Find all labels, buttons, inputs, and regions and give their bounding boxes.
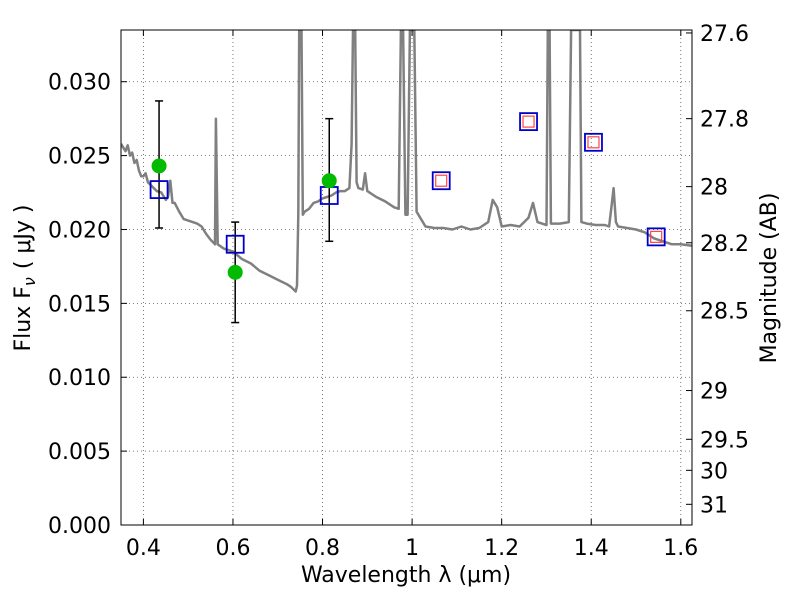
tick-layer: 0.4 0.6 0.8 1 1.2 1.4 1.6 0.000 0.005 0.010 0.015 0…: [48, 22, 749, 561]
model-square: [584, 132, 603, 152]
right-tick-label: 29: [700, 380, 728, 405]
right-tick-label: 31: [700, 493, 728, 518]
model-square: [646, 227, 666, 247]
right-tick-label: 27.6: [700, 22, 749, 47]
y-tick-label: 0.020: [48, 218, 111, 243]
right-tick-label: 27.8: [700, 108, 749, 133]
predicted-square: [587, 136, 600, 149]
x-tick-label: 0.4: [126, 536, 161, 561]
right-tick-label: 28.2: [700, 232, 749, 257]
predicted-square: [435, 174, 448, 187]
model-square: [519, 112, 538, 132]
x-tick-label: 0.8: [305, 536, 340, 561]
model-square: [149, 180, 169, 199]
predicted-square: [522, 115, 535, 128]
x-tick-label: 1.2: [484, 536, 519, 561]
right-tick-label: 29.5: [700, 428, 749, 453]
y-axis-label-left: Flux Fν ( μJy ): [11, 205, 39, 352]
predicted-square: [650, 230, 663, 243]
y-tick-label: 0.025: [48, 145, 111, 170]
x-tick-label: 1: [405, 536, 419, 561]
observed-point: [151, 158, 167, 174]
right-tick-label: 28.5: [700, 300, 749, 325]
x-tick-label: 0.6: [215, 536, 250, 561]
observed-point: [321, 173, 337, 189]
right-tick-label: 28: [700, 176, 728, 201]
x-tick-label: 1.4: [574, 536, 609, 561]
observed-point: [227, 264, 243, 280]
right-tick-label: 30: [700, 459, 728, 484]
y-axis-label-right: Magnitude (AB): [757, 193, 782, 364]
y-tick-label: 0.010: [48, 366, 111, 391]
x-tick-label: 1.6: [663, 536, 698, 561]
grid-lines: [121, 30, 692, 526]
y-axis-label-left-unit: ( μJy ): [11, 205, 36, 270]
y-tick-label: 0.030: [48, 71, 111, 96]
y-axis-label-left-sub: ν: [20, 277, 39, 286]
y-tick-label: 0.015: [48, 292, 111, 317]
marker-layer: [149, 100, 666, 324]
x-axis-label: Wavelength λ (μm): [301, 563, 511, 588]
model-square: [431, 171, 451, 191]
y-axis-label-left-main: Flux F: [11, 286, 36, 351]
model-square: [225, 234, 245, 254]
y-tick-label: 0.005: [48, 440, 111, 465]
plot-frame: [120, 29, 693, 526]
sed-line: [121, 30, 692, 293]
y-tick-label: 0.000: [48, 514, 111, 539]
sed-line-layer: [121, 30, 692, 293]
